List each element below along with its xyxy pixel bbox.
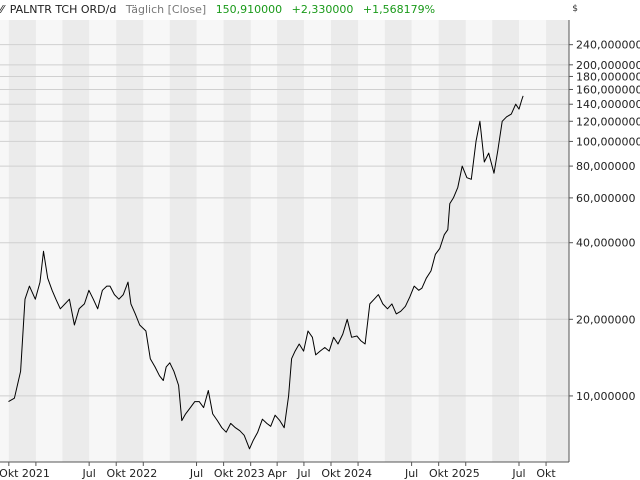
y-tick-label: 140,000000 (576, 98, 640, 111)
symbol-label: PALNTR TCH ORD/d (9, 3, 117, 16)
quarter-band (277, 20, 304, 462)
x-tick-label: 2021 (22, 467, 50, 480)
y-tick-label: 80,000000 (576, 160, 636, 173)
price-line (8, 95, 524, 450)
last-price: 150,910000 (215, 3, 283, 16)
x-tick-label: Jul (404, 467, 418, 480)
x-tick-label: Jul (189, 467, 203, 480)
price-change-percent: +1,568179% (362, 3, 436, 16)
y-tick-label: 40,000000 (576, 237, 636, 250)
quarter-band (438, 20, 466, 462)
x-tick-label: Jul (82, 467, 96, 480)
currency-label: $ (572, 4, 578, 14)
x-tick-label: Okt (0, 467, 19, 480)
x-tick-label: Jul (511, 467, 525, 480)
y-tick-label: 120,000000 (576, 115, 640, 128)
x-tick-label: Apr (268, 467, 288, 480)
quarter-band (223, 20, 251, 462)
quarter-band (492, 20, 519, 462)
y-tick-label: 20,000000 (576, 313, 636, 326)
quarter-band (62, 20, 90, 462)
quarter-band (116, 20, 144, 462)
quarter-band (330, 20, 359, 462)
x-tick-label: Okt (214, 467, 234, 480)
quarter-band (384, 20, 412, 462)
y-tick-label: 100,000000 (576, 135, 640, 148)
x-tick-label: Okt (429, 467, 449, 480)
x-tick-label: Okt (536, 467, 556, 480)
quarter-band (546, 20, 569, 462)
x-tick-label: Okt (321, 467, 341, 480)
x-tick-label: 2022 (129, 467, 157, 480)
x-tick-label: 2025 (452, 467, 480, 480)
quarter-band (8, 20, 36, 462)
chart-header: ⁄⁄ PALNTR TCH ORD/d Täglich [Close] 150,9… (0, 0, 441, 20)
period-label: Täglich [Close] (125, 3, 207, 16)
x-tick-label: Okt (107, 467, 127, 480)
y-tick-label: 160,000000 (576, 83, 640, 96)
chart-icon: ⁄⁄ (0, 3, 4, 16)
y-tick-label: 60,000000 (576, 192, 636, 205)
x-tick-label: 2023 (237, 467, 265, 480)
y-tick-label: 200,000000 (576, 59, 640, 72)
price-change: +2,330000 (291, 3, 354, 16)
quarter-band (169, 20, 197, 462)
x-tick-label: 2024 (344, 467, 372, 480)
y-tick-label: 10,000000 (576, 390, 636, 403)
y-tick-label: 180,000000 (576, 70, 640, 83)
y-tick-label: 240,000000 (576, 39, 640, 52)
x-tick-label: Jul (296, 467, 310, 480)
